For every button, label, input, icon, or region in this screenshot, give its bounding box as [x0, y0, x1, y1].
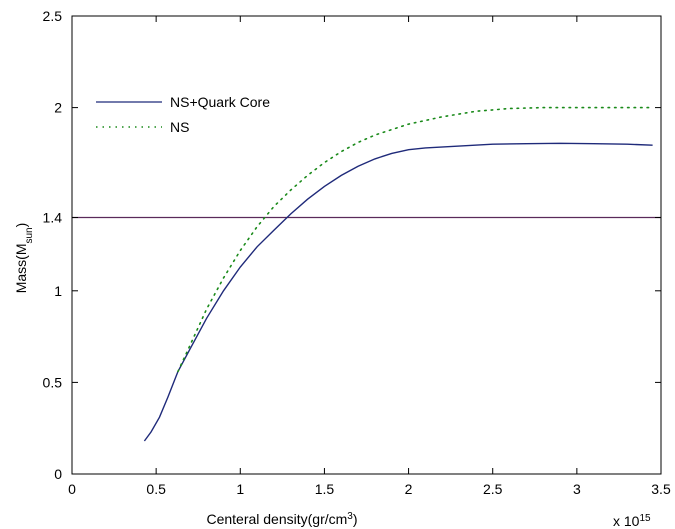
legend: NS+Quark Core NS	[96, 94, 270, 135]
tick-labels-group: 0 0.5 1 1.5 2 2.5 3 3.5 0 0.5 1 1.4 2 2.5	[43, 8, 671, 497]
y-tick-label-2: 1	[54, 283, 62, 299]
x-axis-title-main: Centeral density(gr/cm	[206, 511, 347, 527]
y-axis-title-close: )	[13, 223, 29, 228]
y-tick-label-0: 0	[54, 466, 62, 482]
legend-label-ns-quark-core: NS+Quark Core	[170, 94, 270, 110]
x-tick-label-0: 0	[68, 481, 76, 497]
legend-label-ns: NS	[170, 119, 189, 135]
x-tick-label-2: 1	[236, 481, 244, 497]
ticks-group	[71, 15, 662, 475]
x-tick-label-7: 3.5	[651, 481, 671, 497]
x-tick-label-5: 2.5	[483, 481, 503, 497]
x-tick-label-4: 2	[405, 481, 413, 497]
y-axis-title: Mass(Msun)	[13, 223, 35, 294]
x-axis-multiplier-base: x 10	[613, 513, 640, 529]
x-tick-label-1: 0.5	[146, 481, 166, 497]
x-axis-multiplier-exp: 15	[639, 513, 651, 524]
x-axis-title-sup: 3	[347, 511, 353, 522]
y-tick-label-1: 0.5	[43, 374, 63, 390]
y-axis-title-sub: sun	[24, 227, 35, 243]
x-axis-title-close: )	[353, 511, 358, 527]
y-tick-label-3: 1.4	[43, 210, 63, 226]
series-group	[143, 106, 654, 442]
x-axis-multiplier: x 1015	[613, 513, 651, 529]
y-tick-label-5: 2.5	[43, 8, 63, 24]
x-tick-label-6: 3	[573, 481, 581, 497]
plot-frame	[71, 15, 662, 475]
x-axis-title: Centeral density(gr/cm3)	[206, 511, 357, 528]
y-axis-title-main: Mass(M	[13, 244, 29, 294]
x-tick-label-3: 1.5	[315, 481, 335, 497]
y-tick-label-4: 2	[54, 100, 62, 116]
